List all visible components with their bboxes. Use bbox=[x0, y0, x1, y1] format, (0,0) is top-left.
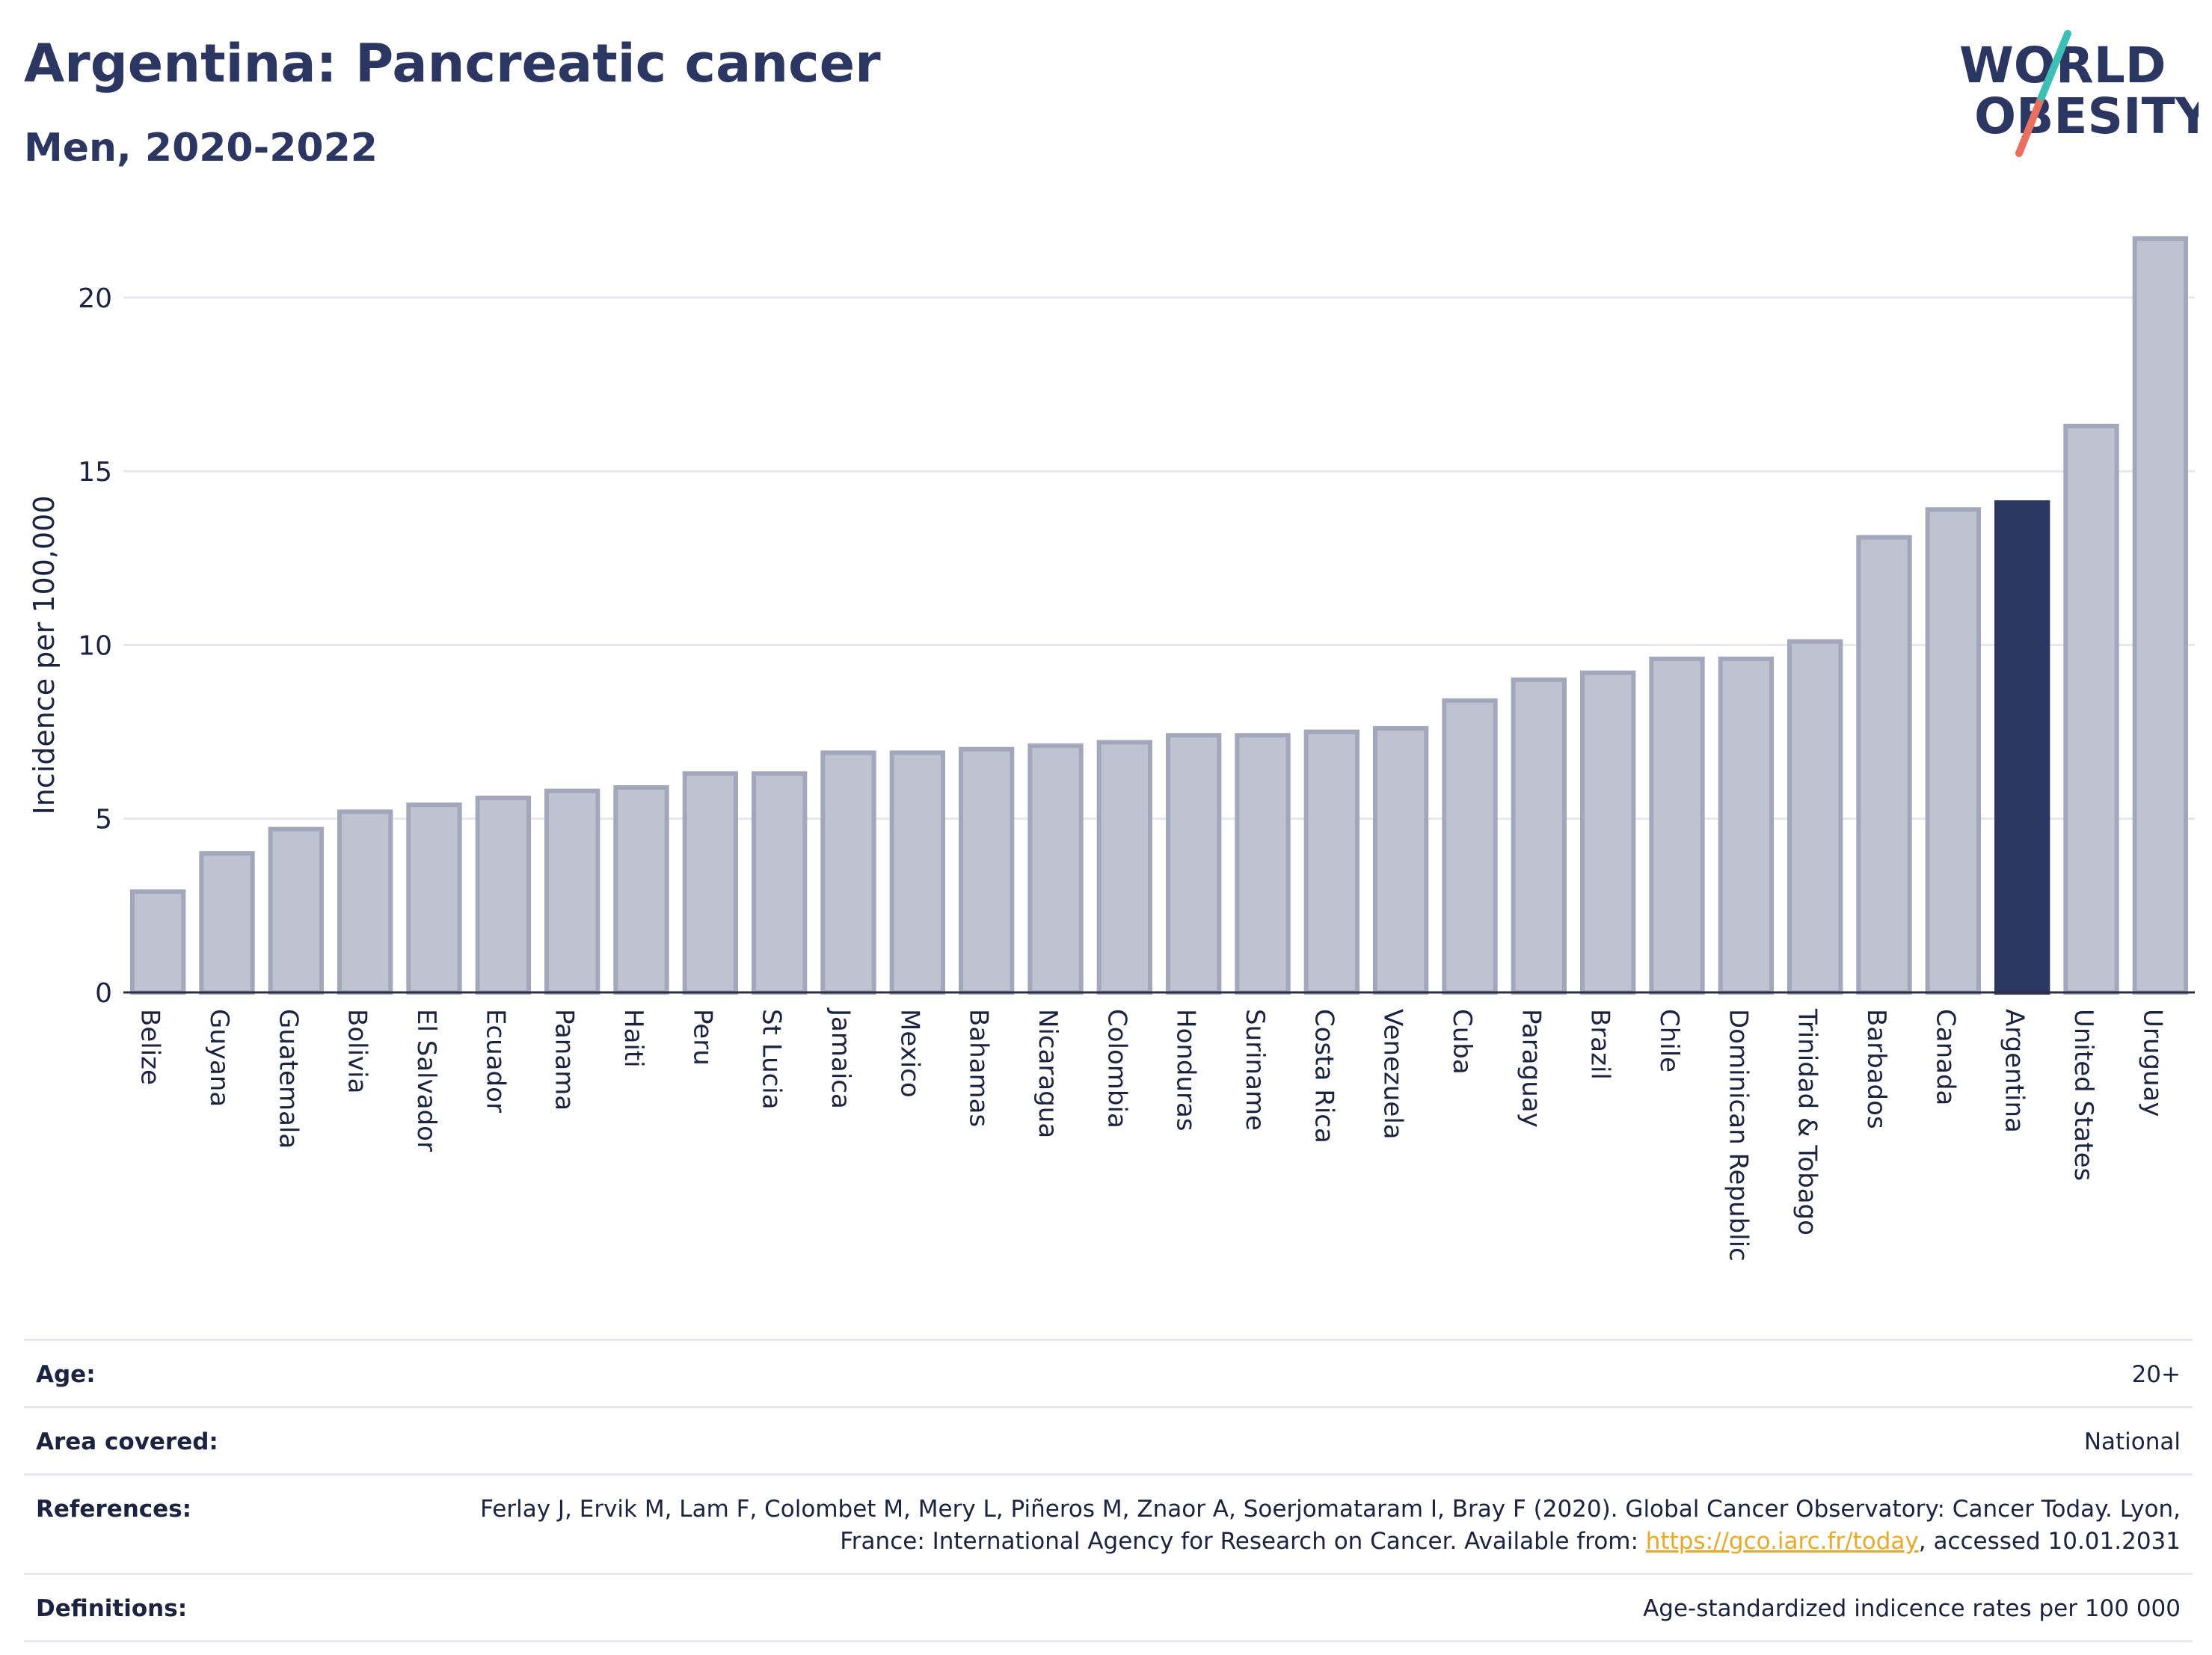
x-tick-label: Canada bbox=[1930, 1009, 1960, 1105]
x-tick-label: Costa Rica bbox=[1309, 1009, 1339, 1143]
bar-panama bbox=[544, 788, 600, 995]
x-tick-label: Bolivia bbox=[342, 1009, 372, 1093]
x-tick-label: St Lucia bbox=[757, 1009, 787, 1110]
references-link[interactable]: https://gco.iarc.fr/today bbox=[1645, 1528, 1919, 1555]
y-axis-label: Incidence per 100,000 bbox=[28, 495, 61, 814]
bar-uruguay bbox=[2132, 236, 2188, 995]
bar-chart: 0 5 10 15 20 Belize Guyana Guatemala Bolivia El … bbox=[28, 236, 2195, 1262]
x-tick-label: Honduras bbox=[1171, 1009, 1201, 1132]
x-tick-label: Venezuela bbox=[1378, 1009, 1408, 1140]
bar-bahamas bbox=[959, 746, 1015, 995]
bar-argentina bbox=[1994, 500, 2050, 995]
bar-venezuela bbox=[1373, 725, 1429, 995]
x-tick-label: Guyana bbox=[204, 1009, 234, 1107]
bar-guyana bbox=[199, 851, 255, 995]
x-tick-label: Trinidad & Tobago bbox=[1792, 1008, 1822, 1235]
y-tick-labels: 0 5 10 15 20 bbox=[78, 283, 112, 1009]
x-tick-label: Colombia bbox=[1102, 1009, 1131, 1129]
x-tick-label: Nicaragua bbox=[1033, 1009, 1063, 1138]
meta-row-definitions: Definitions: Age-standardized indicence … bbox=[24, 1573, 2193, 1642]
x-tick-label: El Salvador bbox=[411, 1009, 441, 1152]
y-tick-label: 10 bbox=[78, 630, 112, 661]
bar-united-states bbox=[2063, 423, 2119, 995]
x-tick-label: Argentina bbox=[2000, 1009, 2030, 1133]
x-tick-label: Haiti bbox=[618, 1009, 648, 1068]
y-tick-label: 15 bbox=[78, 457, 112, 488]
bar-bolivia bbox=[337, 809, 393, 995]
bar-mexico bbox=[889, 750, 945, 995]
references-tail: , accessed 10.01.2031 bbox=[1918, 1528, 2181, 1555]
bar-guatemala bbox=[268, 826, 324, 995]
meta-row-age: Age: 20+ bbox=[24, 1339, 2193, 1406]
x-tick-label: Belize bbox=[135, 1009, 165, 1085]
age-label: Age: bbox=[36, 1361, 96, 1388]
x-tick-label: Brazil bbox=[1585, 1009, 1615, 1080]
bar-layer bbox=[130, 236, 2188, 995]
chart-title: Argentina: Pancreatic cancer bbox=[24, 33, 881, 94]
x-tick-label: Chile bbox=[1654, 1009, 1684, 1072]
area-label: Area covered: bbox=[36, 1428, 218, 1455]
bar-paraguay bbox=[1511, 677, 1567, 995]
bar-costa-rica bbox=[1303, 729, 1360, 995]
x-tick-label: Bahamas bbox=[964, 1009, 994, 1127]
meta-row-area: Area covered: National bbox=[24, 1406, 2193, 1473]
age-value: 20+ bbox=[2131, 1361, 2181, 1388]
bar-canada bbox=[1925, 507, 1981, 995]
x-tick-label: Cuba bbox=[1447, 1009, 1477, 1075]
x-tick-label: Guatemala bbox=[273, 1009, 303, 1149]
x-tick-label: Paraguay bbox=[1516, 1009, 1546, 1128]
bar-brazil bbox=[1580, 670, 1636, 995]
x-tick-label: Mexico bbox=[894, 1009, 924, 1098]
bar-nicaragua bbox=[1027, 743, 1084, 995]
y-tick-label: 0 bbox=[95, 978, 112, 1009]
bar-barbados bbox=[1856, 535, 1912, 995]
world-obesity-logo: WORLD OBESITY bbox=[1959, 30, 2199, 157]
references-label: References: bbox=[36, 1496, 192, 1523]
bar-dominican-republic bbox=[1718, 657, 1774, 995]
x-tick-label: Uruguay bbox=[2137, 1009, 2167, 1117]
references-text: Ferlay J, Ervik M, Lam F, Colombet M, Me… bbox=[480, 1496, 2181, 1555]
x-tick-label: Barbados bbox=[1861, 1009, 1891, 1129]
x-tick-label: Dominican Republic bbox=[1723, 1009, 1753, 1262]
x-tick-label: Ecuador bbox=[480, 1009, 510, 1113]
bar-ecuador bbox=[475, 795, 531, 995]
references-value: Ferlay J, Ervik M, Lam F, Colombet M, Me… bbox=[461, 1493, 2181, 1558]
metadata-table: Age: 20+ Area covered: National Referenc… bbox=[24, 1339, 2193, 1642]
y-tick-label: 5 bbox=[95, 805, 112, 835]
bar-cuba bbox=[1442, 698, 1498, 995]
bar-jamaica bbox=[820, 750, 876, 995]
bar-chile bbox=[1649, 657, 1705, 995]
definitions-label: Definitions: bbox=[36, 1595, 188, 1622]
meta-row-references: References: Ferlay J, Ervik M, Lam F, Co… bbox=[24, 1473, 2193, 1573]
x-tick-label: Jamaica bbox=[826, 1007, 855, 1109]
logo-line-2: OBESITY bbox=[1974, 87, 2199, 145]
bar-trinidad-tobago bbox=[1787, 639, 1843, 995]
x-tick-label: Peru bbox=[687, 1009, 717, 1066]
y-tick-label: 20 bbox=[78, 283, 112, 314]
x-tick-labels: Belize Guyana Guatemala Bolivia El Salvador E… bbox=[135, 1007, 2168, 1262]
chart-subtitle: Men, 2020-2022 bbox=[24, 126, 378, 171]
x-tick-label: Panama bbox=[550, 1009, 580, 1111]
grid-layer bbox=[123, 296, 2195, 820]
definitions-value: Age-standardized indicence rates per 100… bbox=[1643, 1595, 2181, 1622]
bar-suriname bbox=[1235, 733, 1291, 995]
bar-colombia bbox=[1096, 740, 1152, 995]
bar-haiti bbox=[613, 784, 669, 995]
x-tick-label: Suriname bbox=[1240, 1009, 1270, 1131]
bar-belize bbox=[130, 889, 186, 995]
bar-st-lucia bbox=[752, 771, 808, 995]
x-tick-label: United States bbox=[2068, 1009, 2098, 1181]
area-value: National bbox=[2083, 1428, 2181, 1455]
bar-honduras bbox=[1166, 733, 1222, 995]
bar-el-salvador bbox=[406, 802, 462, 995]
bar-peru bbox=[682, 771, 738, 995]
